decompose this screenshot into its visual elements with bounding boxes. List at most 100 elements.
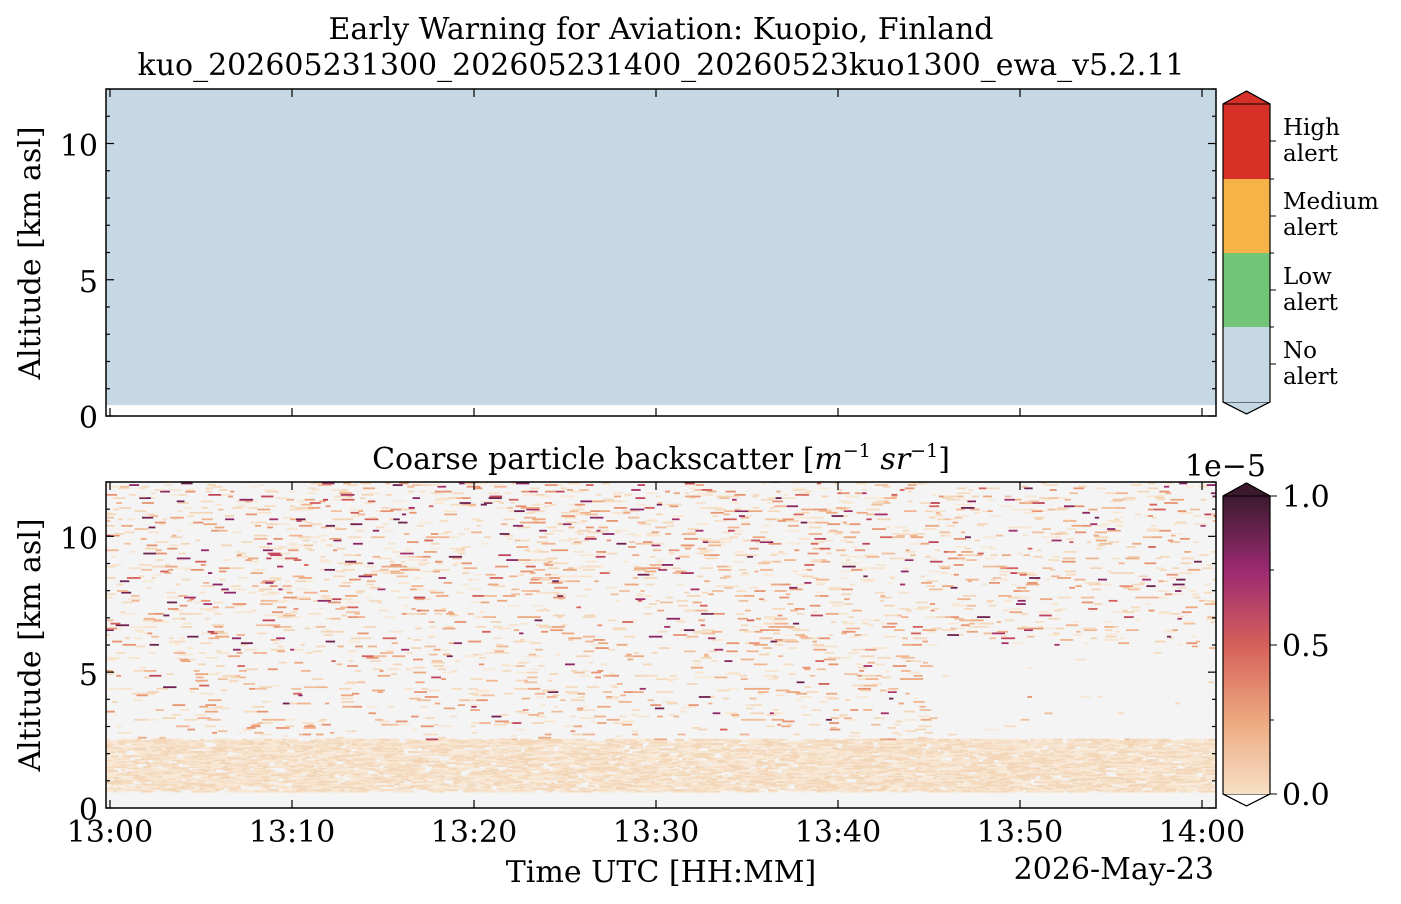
backscatter-cell (591, 778, 599, 781)
backscatter-cell (291, 738, 298, 741)
backscatter-cell (707, 757, 718, 760)
backscatter-cell (305, 788, 310, 792)
backscatter-cell (1042, 768, 1046, 771)
backscatter-cell (188, 744, 198, 747)
backscatter-cell (982, 748, 989, 751)
backscatter-cell (1030, 738, 1035, 741)
backscatter-cell (879, 717, 886, 720)
backscatter-cell (541, 783, 546, 786)
backscatter-cell (1092, 788, 1097, 792)
backscatter-cell (755, 763, 760, 766)
backscatter-cell (1006, 767, 1015, 770)
backscatter-cell (417, 750, 422, 754)
backscatter-cell (1075, 759, 1081, 762)
backscatter-cell (1045, 768, 1051, 771)
backscatter-cell (199, 757, 204, 760)
backscatter-cell (969, 774, 974, 777)
backscatter-cell (241, 741, 247, 744)
backscatter-cell (193, 750, 205, 754)
backscatter-cell (775, 694, 785, 697)
backscatter-cell (949, 760, 959, 763)
backscatter-cell (606, 718, 620, 721)
backscatter-cell (1130, 790, 1135, 793)
backscatter-cell (508, 775, 519, 778)
backscatter-cell (735, 787, 745, 790)
backscatter-cell (398, 780, 405, 784)
backscatter-cell (1148, 771, 1153, 774)
backscatter-cell (645, 774, 654, 777)
backscatter-cell (206, 740, 215, 743)
backscatter-cell (106, 687, 119, 690)
backscatter-cell (365, 760, 377, 763)
backscatter-cell (315, 788, 324, 792)
backscatter-cell (941, 778, 948, 781)
backscatter-cell (1047, 763, 1055, 766)
backscatter-cell (1100, 755, 1110, 758)
backscatter-cell (613, 775, 625, 778)
backscatter-cell (955, 761, 965, 765)
backscatter-cell (461, 767, 468, 770)
backscatter-cell (236, 788, 242, 792)
backscatter-cell (556, 768, 561, 771)
backscatter-cell (571, 740, 583, 743)
backscatter-cell (456, 764, 461, 767)
backscatter-cell (395, 742, 406, 745)
backscatter-cell (282, 780, 292, 784)
backscatter-cell (766, 714, 777, 716)
backscatter-cell (849, 776, 856, 779)
backscatter-cell (530, 744, 538, 747)
backscatter-cell (724, 787, 736, 790)
backscatter-cell (225, 759, 232, 762)
backscatter-cell (948, 764, 956, 767)
backscatter-cell (892, 772, 903, 775)
backscatter-cell (1043, 784, 1047, 788)
backscatter-cell (171, 787, 177, 790)
backscatter-cell (291, 687, 302, 690)
backscatter-cell (986, 756, 993, 759)
backscatter-cell (189, 765, 195, 769)
backscatter-cell (676, 763, 687, 766)
backscatter-cell (1088, 749, 1093, 752)
backscatter-cell (273, 752, 284, 755)
backscatter-cell (634, 753, 645, 756)
backscatter-cell (267, 783, 275, 786)
backscatter-cell (242, 768, 246, 771)
backscatter-cell (149, 769, 161, 773)
backscatter-cell (770, 775, 778, 778)
backscatter-cell (727, 776, 737, 779)
backscatter-cell (512, 722, 522, 724)
backscatter-cell (455, 760, 465, 763)
backscatter-cell (860, 750, 871, 754)
backscatter-cell (216, 749, 227, 752)
backscatter-cell (1014, 759, 1022, 762)
backscatter-cell (796, 759, 806, 762)
backscatter-cell (746, 756, 755, 759)
backscatter-cell (919, 709, 932, 711)
backscatter-cell (736, 759, 742, 762)
backscatter-cell (955, 755, 961, 758)
backscatter-cell (242, 752, 246, 755)
backscatter-cell (855, 771, 863, 774)
backscatter-cell (208, 753, 216, 756)
backscatter-cell (1038, 774, 1049, 777)
backscatter-cell (232, 748, 244, 751)
backscatter-cell (710, 744, 718, 747)
backscatter-cell (1007, 763, 1014, 766)
backscatter-cell (945, 783, 958, 786)
backscatter-cell (876, 779, 884, 782)
backscatter-cell (215, 772, 228, 775)
backscatter-cell (786, 772, 794, 775)
backscatter-cell (992, 755, 998, 758)
backscatter-cell (728, 741, 736, 744)
backscatter-cell (973, 774, 984, 777)
backscatter-cell (835, 780, 842, 784)
backscatter-cell (978, 753, 987, 756)
backscatter-cell (182, 755, 188, 758)
backscatter-cell (1148, 755, 1156, 758)
backscatter-cell (648, 765, 660, 769)
backscatter-cell (115, 750, 119, 754)
backscatter-cell (140, 755, 149, 758)
backscatter-cell (211, 787, 217, 790)
backscatter-cell (343, 741, 347, 744)
backscatter-cell (561, 786, 569, 789)
